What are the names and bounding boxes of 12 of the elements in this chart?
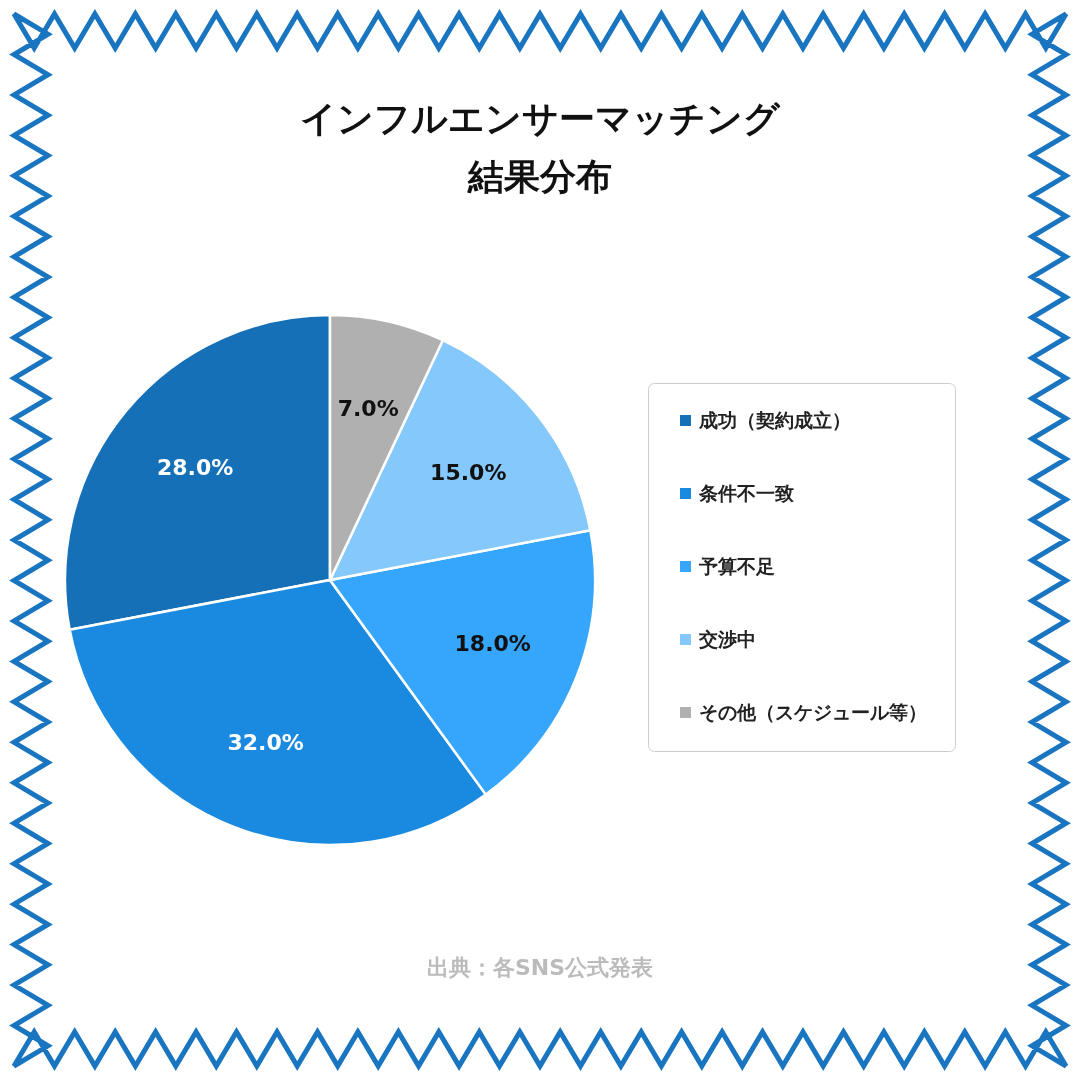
- data-label: 18.0%: [454, 631, 531, 657]
- data-label: 32.0%: [227, 729, 304, 755]
- legend-label: その他（スケジュール等）: [699, 700, 927, 723]
- chart-title: インフルエンサーマッチング結果分布: [300, 98, 781, 197]
- legend-label: 成功（契約成立）: [698, 408, 851, 431]
- legend-label: 交渉中: [698, 627, 756, 650]
- data-label: 15.0%: [430, 459, 507, 485]
- data-label: 7.0%: [337, 396, 399, 422]
- data-label: 28.0%: [157, 455, 234, 481]
- legend-label: 条件不一致: [698, 481, 794, 504]
- legend-label: 予算不足: [698, 554, 775, 577]
- source-note: 出典：各SNS公式発表: [426, 955, 654, 980]
